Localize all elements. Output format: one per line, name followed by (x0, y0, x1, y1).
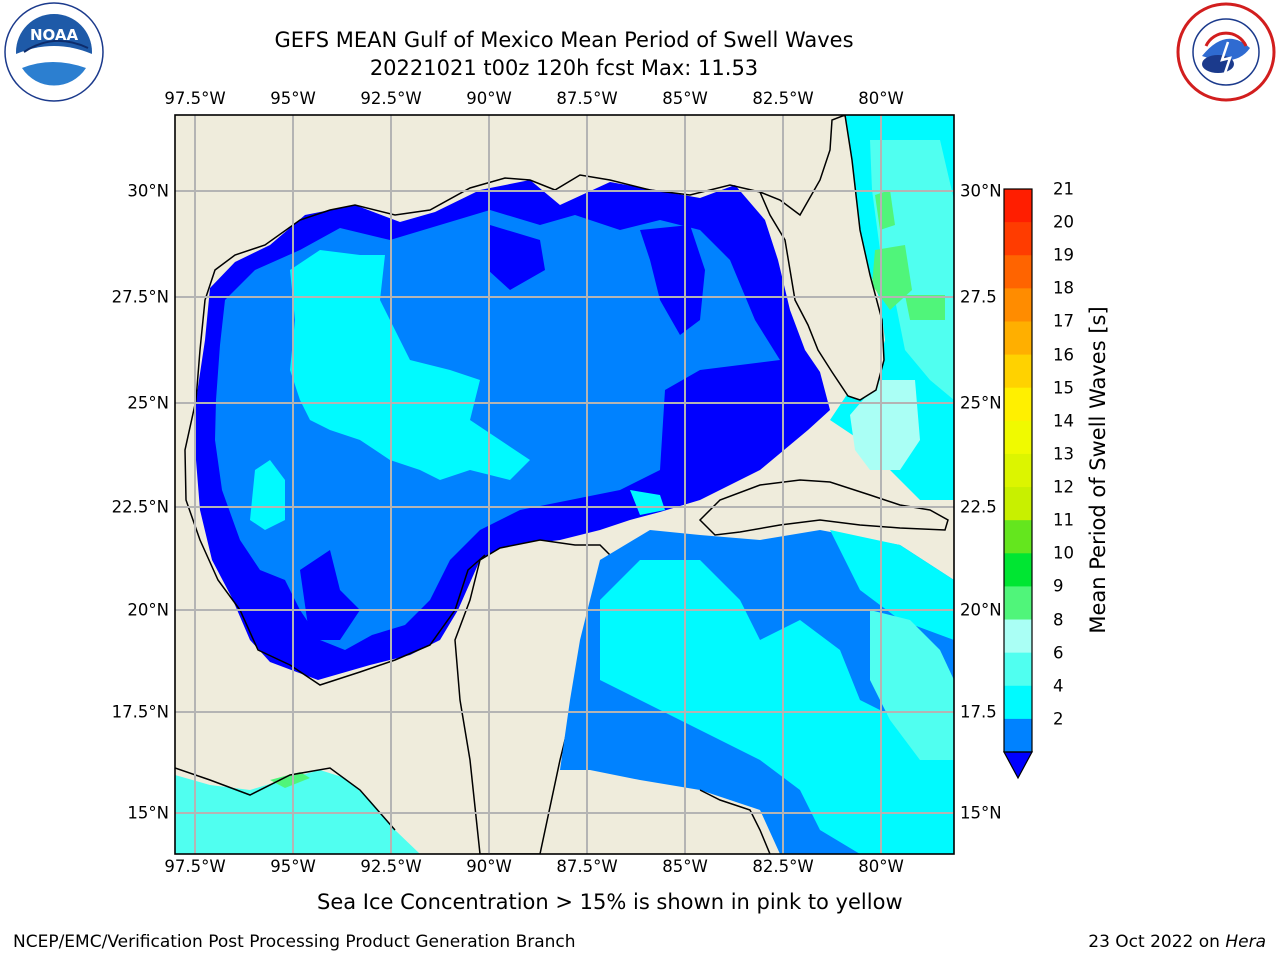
colorbar-cell (1004, 718, 1032, 753)
colorbar-cell (1004, 652, 1032, 687)
colorbar-cell (1004, 255, 1032, 289)
colorbar-tick-label: 19 (1053, 245, 1074, 265)
colorbar-tick-label: 21 (1053, 179, 1074, 199)
colorbar-tick-label: 16 (1053, 345, 1074, 365)
lon-tick-bottom: 95°W (270, 857, 316, 876)
lat-tick-right: 17.5 (960, 702, 997, 722)
lat-tick-left: 17.5°N (111, 702, 169, 722)
colorbar-cell (1004, 586, 1032, 621)
lon-tick-bottom: 97.5°W (164, 857, 226, 876)
graticule (175, 115, 954, 854)
colorbar-tick-label: 20 (1053, 212, 1074, 232)
colorbar-tick-label: 15 (1053, 378, 1074, 398)
colorbar-title: Mean Period of Swell Waves [s] (1086, 306, 1110, 634)
lon-tick-top: 80°W (858, 89, 904, 108)
map-frame (174, 114, 955, 855)
lon-tick-top: 97.5°W (164, 89, 226, 108)
footer-host: Hera (1225, 932, 1266, 952)
sea-ice-note: Sea Ice Concentration > 15% is shown in … (317, 890, 903, 914)
colorbar-tick-label: 10 (1053, 543, 1074, 563)
lon-tick-bottom: 85°W (662, 857, 708, 876)
lon-tick-top: 90°W (466, 89, 512, 108)
lon-tick-bottom: 87.5°W (556, 857, 618, 876)
footer-date-text: 23 Oct 2022 on (1088, 932, 1226, 952)
lat-tick-left: 30°N (127, 181, 169, 201)
colorbar-cell (1004, 387, 1032, 422)
colorbar-cell (1004, 189, 1032, 223)
colorbar-cell (1004, 222, 1032, 256)
lat-tick-left: 15°N (127, 803, 169, 823)
footer-date: 23 Oct 2022 on Hera (1088, 932, 1266, 952)
florida-land (758, 115, 885, 401)
colorbar-cell (1004, 520, 1032, 554)
lat-tick-right: 22.5 (960, 497, 997, 517)
lon-tick-top: 87.5°W (556, 89, 618, 108)
colorbar-tick-label: 12 (1053, 477, 1074, 497)
lon-tick-top: 92.5°W (360, 89, 422, 108)
noaa-logo: NOAA (4, 2, 104, 102)
lat-tick-right: 27.5 (960, 287, 997, 307)
colorbar-extend-arrow (1002, 751, 1034, 780)
colorbar-cell (1004, 685, 1032, 720)
lon-tick-top: 95°W (270, 89, 316, 108)
lat-tick-right: 25°N (960, 393, 1002, 413)
colorbar-cell (1004, 321, 1032, 356)
nws-logo (1176, 2, 1276, 102)
lat-tick-left: 22.5°N (111, 497, 169, 517)
lat-tick-right: 15°N (960, 803, 1002, 823)
colorbar-tick-label: 8 (1053, 610, 1064, 630)
colorbar-tick-label: 17 (1053, 311, 1074, 331)
colorbar-cell (1004, 288, 1032, 322)
lon-tick-top: 82.5°W (752, 89, 814, 108)
colorbar-tick-label: 18 (1053, 278, 1074, 298)
colorbar-cell (1004, 354, 1032, 389)
chart-subtitle: 20221021 t00z 120h fcst Max: 11.53 (369, 56, 759, 80)
colorbar (1002, 188, 1034, 780)
colorbar-tick-label: 11 (1053, 510, 1074, 530)
lon-tick-bottom: 90°W (466, 857, 512, 876)
lon-tick-top: 85°W (662, 89, 708, 108)
footer-credit: NCEP/EMC/Verification Post Processing Pr… (13, 932, 576, 952)
colorbar-cell (1004, 453, 1032, 488)
colorbar-tick-label: 6 (1053, 643, 1064, 663)
colorbar-tick-label: 4 (1053, 676, 1064, 696)
colorbar-cell (1004, 619, 1032, 654)
gulf-cyan-patch (290, 250, 530, 480)
svg-text:NOAA: NOAA (30, 26, 79, 44)
colorbar-tick-label: 13 (1053, 444, 1074, 464)
colorbar-tick-label: 9 (1053, 576, 1064, 596)
chart-title: GEFS MEAN Gulf of Mexico Mean Period of … (274, 28, 854, 52)
lon-tick-bottom: 82.5°W (752, 857, 814, 876)
lat-tick-right: 30°N (960, 181, 1002, 201)
lat-tick-right: 20°N (960, 600, 1002, 620)
colorbar-cell (1004, 420, 1032, 455)
caribbean-cyan-field (600, 560, 954, 854)
lat-tick-left: 27.5°N (111, 287, 169, 307)
colorbar-frame (1003, 188, 1033, 753)
lon-tick-bottom: 92.5°W (360, 857, 422, 876)
lat-tick-left: 20°N (127, 600, 169, 620)
colorbar-tick-label: 14 (1053, 411, 1074, 431)
colorbar-cell (1004, 487, 1032, 521)
colorbar-tick-label: 2 (1053, 709, 1064, 729)
lon-tick-bottom: 80°W (858, 857, 904, 876)
colorbar-cell (1004, 553, 1032, 587)
lat-tick-left: 25°N (127, 393, 169, 413)
